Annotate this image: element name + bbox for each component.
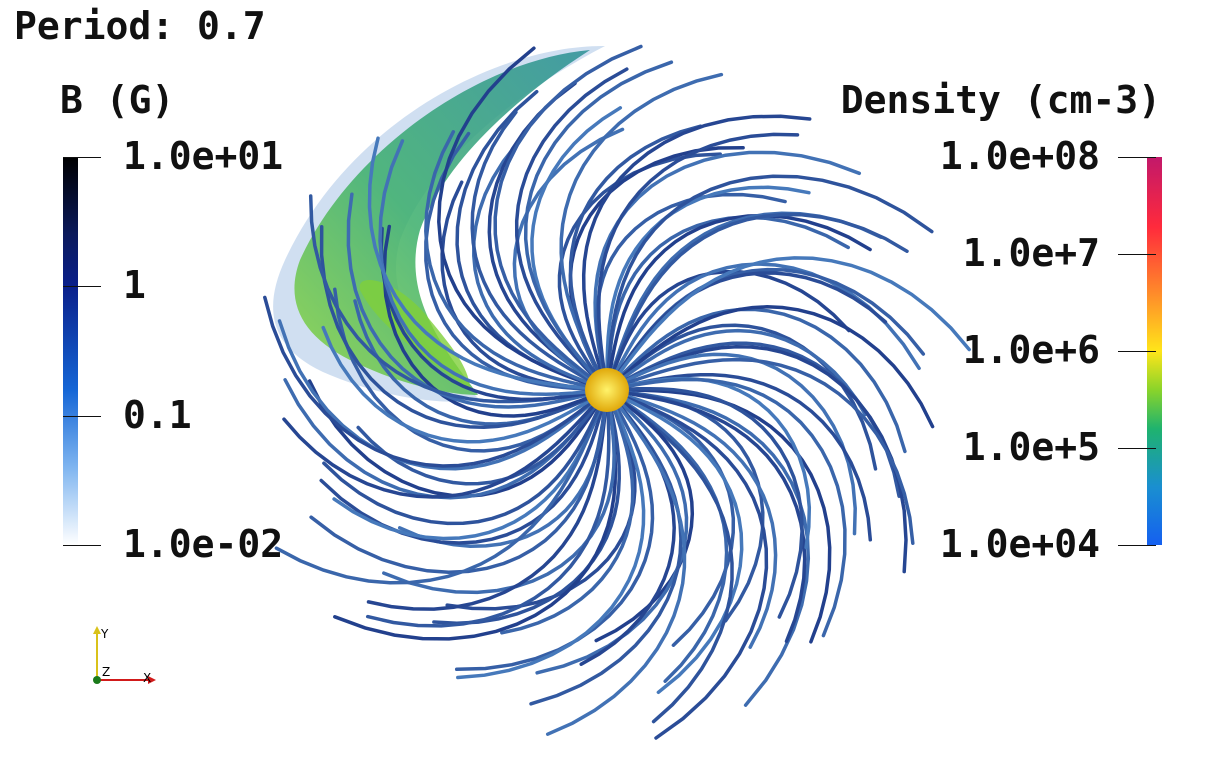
field-line bbox=[611, 328, 868, 417]
field-line bbox=[282, 394, 604, 499]
field-line bbox=[545, 394, 687, 736]
field-line bbox=[613, 386, 804, 619]
b-tick-label: 0.1 bbox=[123, 393, 192, 437]
field-line bbox=[609, 256, 971, 386]
field-line bbox=[607, 212, 909, 385]
field-line bbox=[367, 136, 601, 392]
field-line bbox=[613, 389, 807, 644]
density-tick-mark bbox=[1118, 351, 1156, 352]
field-line bbox=[424, 130, 601, 391]
field-line bbox=[523, 60, 674, 386]
field-line bbox=[470, 110, 602, 388]
b-tick-label: 1.0e+01 bbox=[123, 134, 284, 178]
field-line bbox=[611, 305, 935, 429]
period-title: Period: 0.7 bbox=[14, 4, 266, 48]
axis-z-label: Z bbox=[102, 665, 110, 679]
axis-x-label: X bbox=[143, 671, 151, 685]
field-line bbox=[456, 395, 646, 680]
density-tick-label: 1.0e+5 bbox=[962, 425, 1100, 469]
field-line bbox=[607, 269, 851, 385]
b-tick-label: 1.0e-02 bbox=[123, 522, 284, 566]
axis-x-arrow bbox=[148, 676, 156, 684]
axes-triad: Y Z X bbox=[93, 626, 156, 685]
field-line bbox=[568, 124, 703, 385]
density-tick-label: 1.0e+6 bbox=[962, 328, 1100, 372]
b-tick-label: 1 bbox=[123, 263, 146, 307]
field-line bbox=[432, 395, 621, 625]
field-line bbox=[382, 224, 602, 418]
b-field-colorbar bbox=[63, 157, 78, 545]
plume-inner-body bbox=[294, 50, 590, 395]
field-line bbox=[263, 295, 603, 468]
field-line bbox=[424, 131, 601, 392]
density-legend-title: Density (cm-3) bbox=[840, 78, 1161, 122]
field-line bbox=[605, 185, 811, 384]
density-tick-label: 1.0e+04 bbox=[939, 522, 1100, 566]
density-tick-label: 1.0e+7 bbox=[962, 231, 1100, 275]
field-line bbox=[472, 142, 602, 389]
field-line bbox=[594, 392, 695, 643]
field-line bbox=[597, 132, 800, 384]
density-tick-mark bbox=[1118, 157, 1156, 158]
field-line bbox=[277, 319, 603, 471]
field-line bbox=[613, 389, 811, 707]
field-line bbox=[366, 396, 609, 611]
field-line bbox=[612, 390, 778, 649]
field-line bbox=[608, 262, 921, 385]
density-tick-mark bbox=[1118, 448, 1156, 449]
field-line bbox=[514, 67, 629, 387]
field-line bbox=[309, 396, 608, 575]
field-line bbox=[274, 395, 606, 585]
field-line bbox=[321, 325, 602, 444]
star bbox=[585, 368, 629, 412]
field-line bbox=[612, 391, 744, 695]
field-line bbox=[612, 357, 915, 545]
density-tick-label: 1.0e+08 bbox=[939, 134, 1100, 178]
field-line bbox=[378, 139, 601, 396]
field-line bbox=[605, 174, 934, 384]
b-tick-mark bbox=[63, 157, 101, 158]
field-line bbox=[611, 392, 734, 724]
field-line bbox=[319, 225, 602, 430]
field-line bbox=[609, 271, 888, 386]
b-field-legend-title: B (G) bbox=[60, 78, 175, 122]
axis-y-label: Y bbox=[100, 627, 109, 641]
axis-y-arrow bbox=[93, 626, 101, 634]
field-line bbox=[613, 388, 832, 644]
field-line bbox=[493, 44, 643, 387]
field-line bbox=[365, 396, 611, 628]
field-line bbox=[500, 395, 635, 635]
field-line bbox=[322, 395, 606, 526]
field-line bbox=[581, 114, 812, 385]
b-tick-mark bbox=[63, 416, 101, 417]
field-line bbox=[307, 379, 605, 498]
field-line bbox=[613, 377, 847, 638]
field-line bbox=[379, 226, 601, 402]
field-line bbox=[606, 213, 872, 385]
field-line bbox=[437, 46, 602, 390]
axis-z-dot bbox=[93, 676, 101, 684]
b-tick-mark bbox=[63, 286, 101, 287]
magnetic-field-lines bbox=[263, 44, 971, 740]
density-tick-mark bbox=[1118, 545, 1156, 546]
field-line bbox=[612, 391, 769, 740]
field-line bbox=[559, 72, 724, 385]
density-tick-mark bbox=[1118, 254, 1156, 255]
b-tick-mark bbox=[63, 545, 101, 546]
